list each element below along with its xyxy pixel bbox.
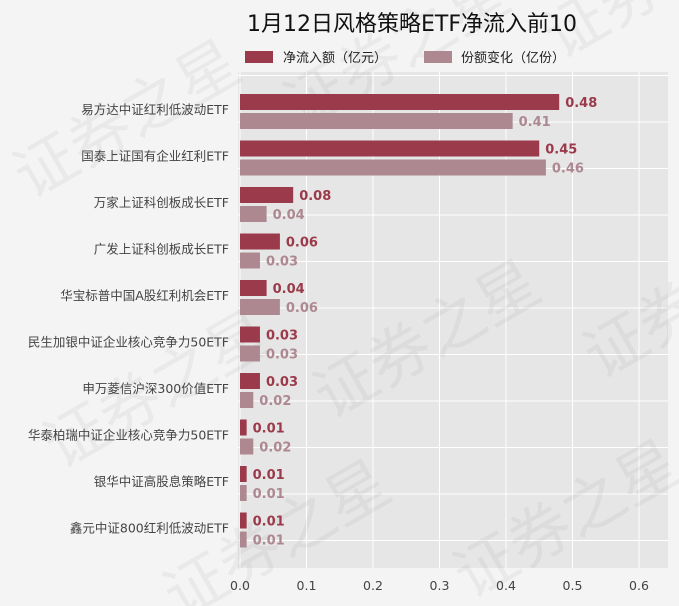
category-label: 银华中证高股息策略ETF xyxy=(94,474,229,489)
data-label-share-change: 0.46 xyxy=(552,162,584,177)
bar-inflow xyxy=(240,419,247,436)
category-label: 申万菱信沪深300价值ETF xyxy=(82,381,229,396)
bar-inflow xyxy=(240,280,267,296)
x-tick-label: 0.0 xyxy=(230,578,250,593)
category-label: 万家上证科创板成长ETF xyxy=(94,195,229,210)
legend-swatch-share-change xyxy=(424,51,452,63)
bar-share-change xyxy=(240,485,247,501)
legend-label-share-change: 份额变化（亿份） xyxy=(461,50,565,66)
data-label-share-change: 0.06 xyxy=(286,301,318,316)
data-label-inflow: 0.06 xyxy=(286,236,318,251)
category-label: 国泰上证国有企业红利ETF xyxy=(81,149,229,164)
data-label-inflow: 0.08 xyxy=(299,189,331,204)
x-tick-label: 0.2 xyxy=(363,578,383,593)
bar-inflow xyxy=(240,187,294,203)
data-label-inflow: 0.01 xyxy=(253,422,285,437)
data-label-inflow: 0.45 xyxy=(545,143,577,158)
category-labels: 易方达中证红利低波动ETF 国泰上证国有企业红利ETF 万家上证科创板成长ETF 广发… xyxy=(28,102,229,536)
bar-inflow xyxy=(240,466,247,482)
bar-inflow xyxy=(240,326,260,343)
data-label-inflow: 0.03 xyxy=(266,329,298,344)
bar-share-change xyxy=(240,113,513,129)
legend-swatch-inflow xyxy=(245,51,273,63)
watermark-text: 证券之星 xyxy=(1,26,252,213)
bar-share-change xyxy=(240,438,254,455)
data-label-share-change: 0.04 xyxy=(273,208,305,223)
bar-inflow xyxy=(240,94,560,110)
data-label-share-change: 0.41 xyxy=(519,115,551,130)
bar-share-change xyxy=(240,252,260,269)
category-label: 华泰柏瑞中证企业核心竞争力50ETF xyxy=(28,428,229,443)
bar-share-change xyxy=(240,392,254,408)
bar-inflow xyxy=(240,233,280,250)
legend-label-inflow: 净流入额（亿元） xyxy=(283,51,387,66)
category-label: 民生加银中证企业核心竞争力50ETF xyxy=(28,335,229,350)
category-label: 易方达中证红利低波动ETF xyxy=(81,102,229,117)
x-tick-label: 0.1 xyxy=(297,578,317,593)
data-label-inflow: 0.01 xyxy=(253,515,285,530)
data-label-share-change: 0.03 xyxy=(266,255,298,270)
x-axis: 0.0 0.1 0.2 0.3 0.4 0.5 0.6 xyxy=(230,578,649,593)
bar-inflow xyxy=(240,373,260,389)
bar-inflow xyxy=(240,140,540,157)
category-label: 华宝标普中国A股红利机会ETF xyxy=(60,288,229,303)
bar-share-change xyxy=(240,299,280,315)
data-label-share-change: 0.02 xyxy=(259,394,291,409)
category-label: 广发上证科创板成长ETF xyxy=(94,242,229,257)
category-label: 鑫元中证800红利低波动ETF xyxy=(70,521,229,536)
x-tick-label: 0.3 xyxy=(430,578,450,593)
data-label-share-change: 0.01 xyxy=(253,487,285,502)
bar-share-change xyxy=(240,345,260,362)
data-label-share-change: 0.03 xyxy=(266,348,298,363)
data-label-inflow: 0.01 xyxy=(253,468,285,483)
data-label-share-change: 0.01 xyxy=(253,534,285,549)
legend: 净流入额（亿元） 份额变化（亿份） xyxy=(245,50,565,66)
bars: 0.48 0.41 0.45 0.46 0.08 0.04 0.06 0.03 0.04 0.06… xyxy=(240,94,597,549)
x-tick-label: 0.4 xyxy=(496,578,516,593)
data-label-inflow: 0.48 xyxy=(565,96,597,111)
data-label-inflow: 0.04 xyxy=(273,282,305,297)
bar-share-change xyxy=(240,206,267,222)
x-tick-label: 0.5 xyxy=(563,578,583,593)
data-label-inflow: 0.03 xyxy=(266,375,298,390)
x-tick-label: 0.6 xyxy=(629,578,649,593)
chart-title: 1月12日风格策略ETF净流入前10 xyxy=(247,12,577,37)
bar-share-change xyxy=(240,159,546,176)
bar-share-change xyxy=(240,531,247,548)
bar-inflow xyxy=(240,512,247,529)
data-label-share-change: 0.02 xyxy=(259,441,291,456)
